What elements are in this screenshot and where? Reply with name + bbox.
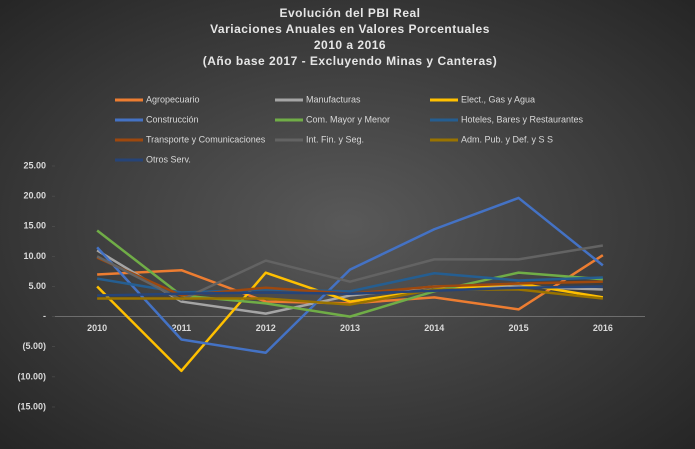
x-tick-label: 2014	[424, 323, 444, 333]
y-tick-label: 5.00	[28, 281, 46, 291]
chart-title: Variaciones Anuales en Valores Porcentua…	[210, 22, 490, 36]
y-tick-label: 10.00	[23, 251, 46, 261]
legend-label: Agropecuario	[146, 94, 200, 104]
legend-label: Int. Fin. y Seg.	[306, 134, 364, 144]
x-tick-label: 2012	[256, 323, 276, 333]
legend-label: Hoteles, Bares y Restaurantes	[461, 114, 584, 124]
y-tick-label: (10.00)	[17, 371, 46, 381]
x-tick-label: 2010	[87, 323, 107, 333]
y-tick-label: 20.00	[23, 191, 46, 201]
y-tick-label: -	[43, 311, 46, 321]
x-tick-label: 2013	[340, 323, 360, 333]
legend-label: Adm. Pub. y Def. y S S	[461, 134, 553, 144]
y-tick-label: (15.00)	[17, 401, 46, 411]
y-tick-label: (5.00)	[22, 341, 46, 351]
legend-label: Otros Serv.	[146, 154, 191, 164]
legend-label: Manufacturas	[306, 94, 361, 104]
chart-title: Evolución del PBI Real	[279, 6, 420, 20]
x-tick-label: 2015	[509, 323, 529, 333]
chart-title: (Año base 2017 - Excluyendo Minas y Cant…	[203, 54, 498, 68]
y-tick-label: 15.00	[23, 221, 46, 231]
x-tick-label: 2016	[593, 323, 613, 333]
y-tick-label: 25.00	[23, 160, 46, 170]
legend-label: Com. Mayor y Menor	[306, 114, 390, 124]
legend-label: Elect., Gas y Agua	[461, 94, 535, 104]
series-line	[96, 196, 604, 355]
chart-title: 2010 a 2016	[314, 38, 386, 52]
x-tick-label: 2011	[172, 323, 192, 333]
legend-label: Construcción	[146, 114, 199, 124]
legend-label: Transporte y Comunicaciones	[146, 134, 266, 144]
series-line	[97, 288, 603, 306]
series-line	[97, 285, 603, 297]
